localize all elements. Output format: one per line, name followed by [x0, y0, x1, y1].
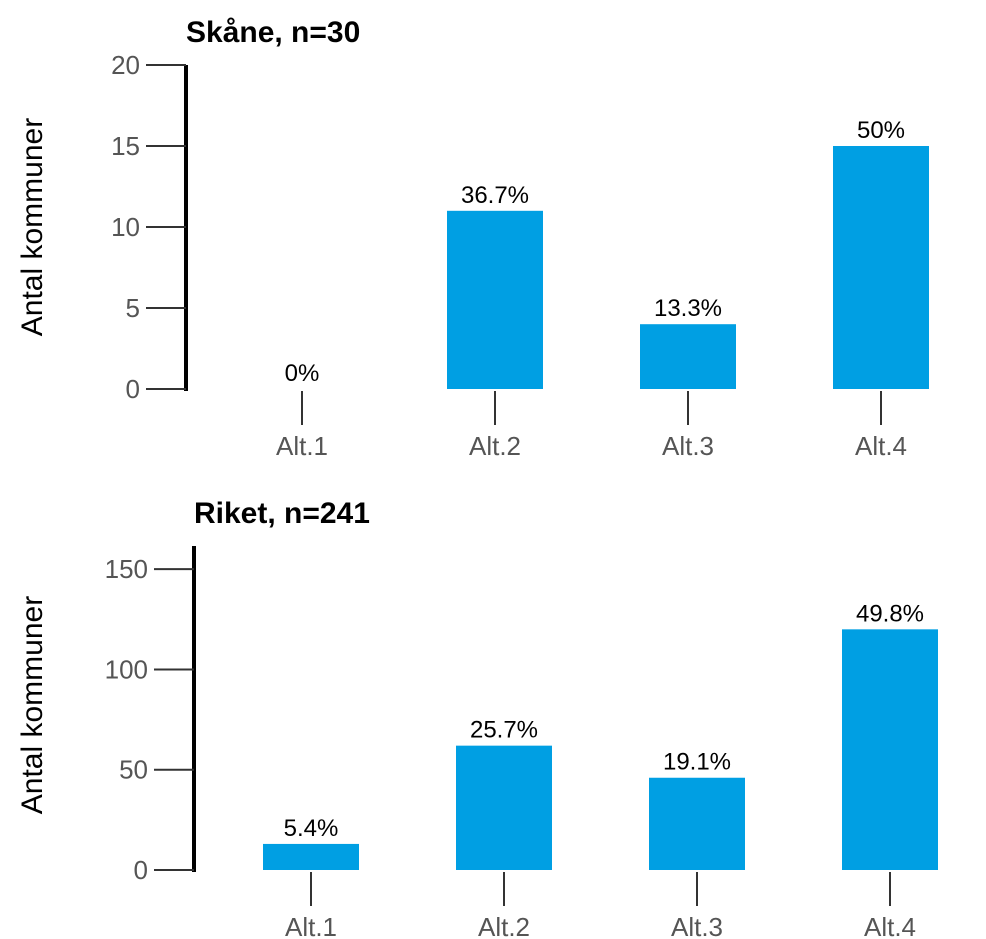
y-tick-label: 20: [111, 50, 140, 80]
bar-alt4: [842, 629, 938, 870]
y-tick-label: 150: [105, 554, 148, 584]
bar-alt2: [447, 210, 543, 389]
x-tick-label: Alt.1: [276, 431, 328, 461]
y-tick-label: 100: [105, 654, 148, 684]
y-axis-label: Antal kommuner: [16, 118, 49, 336]
bar-alt2: [456, 745, 552, 870]
y-tick-label: 15: [111, 131, 140, 161]
data-label: 0%: [285, 360, 320, 387]
x-tick-label: Alt.3: [671, 912, 723, 939]
chart-title: Riket, n=241: [194, 497, 370, 530]
data-label: 25.7%: [470, 717, 538, 744]
data-label: 13.3%: [654, 295, 722, 322]
data-label: 49.8%: [856, 600, 924, 627]
x-tick-label: Alt.3: [662, 431, 714, 461]
data-label: 19.1%: [663, 749, 731, 776]
x-tick-label: Alt.4: [855, 431, 907, 461]
data-label: 50%: [857, 117, 905, 144]
y-tick-label: 5: [126, 293, 140, 323]
y-tick-label: 50: [119, 755, 148, 785]
data-label: 36.7%: [461, 182, 529, 209]
y-axis-label: Antal kommuner: [16, 596, 49, 814]
bar-alt1: [263, 843, 359, 870]
y-tick-label: 0: [134, 855, 148, 885]
chart-panel-1: Skåne, n=30 Antal kommuner 0 5 10 15 20 Alt.1 0%…: [16, 16, 929, 461]
chart-panel-2: Riket, n=241 Antal kommuner 0 50 100 150 Alt.1…: [16, 497, 938, 939]
data-label: 5.4%: [284, 815, 339, 842]
x-tick-label: Alt.2: [469, 431, 521, 461]
bar-alt3: [640, 324, 736, 389]
x-tick-label: Alt.4: [864, 912, 916, 939]
y-tick-label: 10: [111, 212, 140, 242]
x-tick-label: Alt.2: [478, 912, 530, 939]
bar-alt4: [833, 146, 929, 389]
x-tick-label: Alt.1: [285, 912, 337, 939]
bar-alt3: [649, 777, 745, 870]
y-tick-label: 0: [126, 374, 140, 404]
chart-title: Skåne, n=30: [186, 16, 360, 49]
